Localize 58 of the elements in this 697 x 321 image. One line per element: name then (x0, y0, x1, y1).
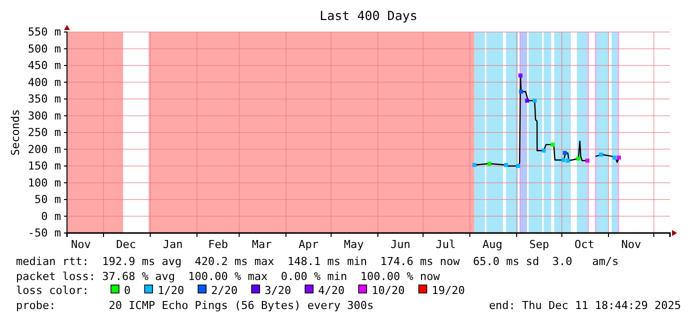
y-tick-label: 300 m (28, 109, 62, 122)
x-tick-label: May (344, 238, 364, 251)
chart-title: Last 400 Days (320, 8, 418, 23)
legend-label: 10/20 (372, 284, 405, 297)
point (612, 156, 617, 160)
y-tick-label: 500 m (28, 42, 62, 56)
text: median rtt: 192.9 ms avg 420.2 ms max 148.1 ms min 174.6 ms now 65.0 ms sd 3.0 am/s (16, 255, 619, 268)
x-tick-label: Dec (116, 238, 136, 251)
point (504, 162, 508, 167)
y-tick-label: 200 m (28, 142, 62, 156)
point (562, 150, 567, 155)
y-tick-label: 100 m (28, 176, 62, 190)
y-tick-label: 150 m (28, 160, 62, 173)
point (550, 142, 555, 147)
legend-title: loss color: (16, 284, 89, 297)
point (598, 152, 603, 157)
y-tick-label: 450 m (28, 59, 62, 72)
x-tick-label: Feb (208, 238, 228, 251)
y-tick-label: 550 m (28, 26, 62, 39)
text: end: Thu Dec 11 18:44:29 2025 (488, 299, 681, 312)
x-tick-label: Apr (298, 238, 319, 251)
point (616, 156, 621, 160)
x-tick-label: Jul (436, 238, 456, 251)
y-tick-label: 250 m (28, 126, 62, 140)
x-tick-label: Aug (482, 238, 502, 251)
point (519, 90, 524, 94)
legend-label: 1/20 (158, 284, 184, 297)
x-tick-label: Nov (621, 238, 642, 251)
point (525, 98, 530, 103)
y-tick-label: 0 m (41, 210, 62, 223)
point (561, 158, 566, 162)
point (487, 162, 492, 166)
legend-label: 19/20 (432, 284, 465, 297)
point (516, 164, 520, 168)
legend-label: 3/20 (264, 284, 292, 297)
y-tick-label: 400 m (28, 76, 62, 89)
x-tick-label: Oct (574, 238, 594, 251)
x-tick-label: Jun (390, 238, 410, 251)
x-tick-label: Jan (162, 238, 183, 251)
x-tick-label: Nov (70, 238, 92, 251)
y-tick-label: 350 m (28, 92, 62, 106)
y-tick-label: -50 m (28, 226, 62, 240)
point (566, 158, 570, 163)
point (585, 158, 590, 163)
legend-label: 0 (124, 284, 131, 297)
legend-label: 4/20 (318, 284, 345, 297)
point (532, 98, 537, 103)
point (472, 162, 476, 167)
point (576, 156, 580, 161)
point (518, 74, 522, 78)
point (542, 148, 546, 153)
text: probe: 20 ICMP Echo Pings (56 Bytes) every 300s (16, 299, 374, 312)
legend-label: 2/20 (211, 284, 238, 297)
y-tick-label: 50 m (34, 193, 62, 206)
text: packet loss: 37.68 % avg 100.00 % max 0.00 % min 100.00 % now (16, 270, 440, 283)
x-tick-label: Mar (252, 238, 272, 251)
y-axis-title: Seconds (9, 109, 22, 156)
x-tick-label: Sep (529, 238, 550, 251)
